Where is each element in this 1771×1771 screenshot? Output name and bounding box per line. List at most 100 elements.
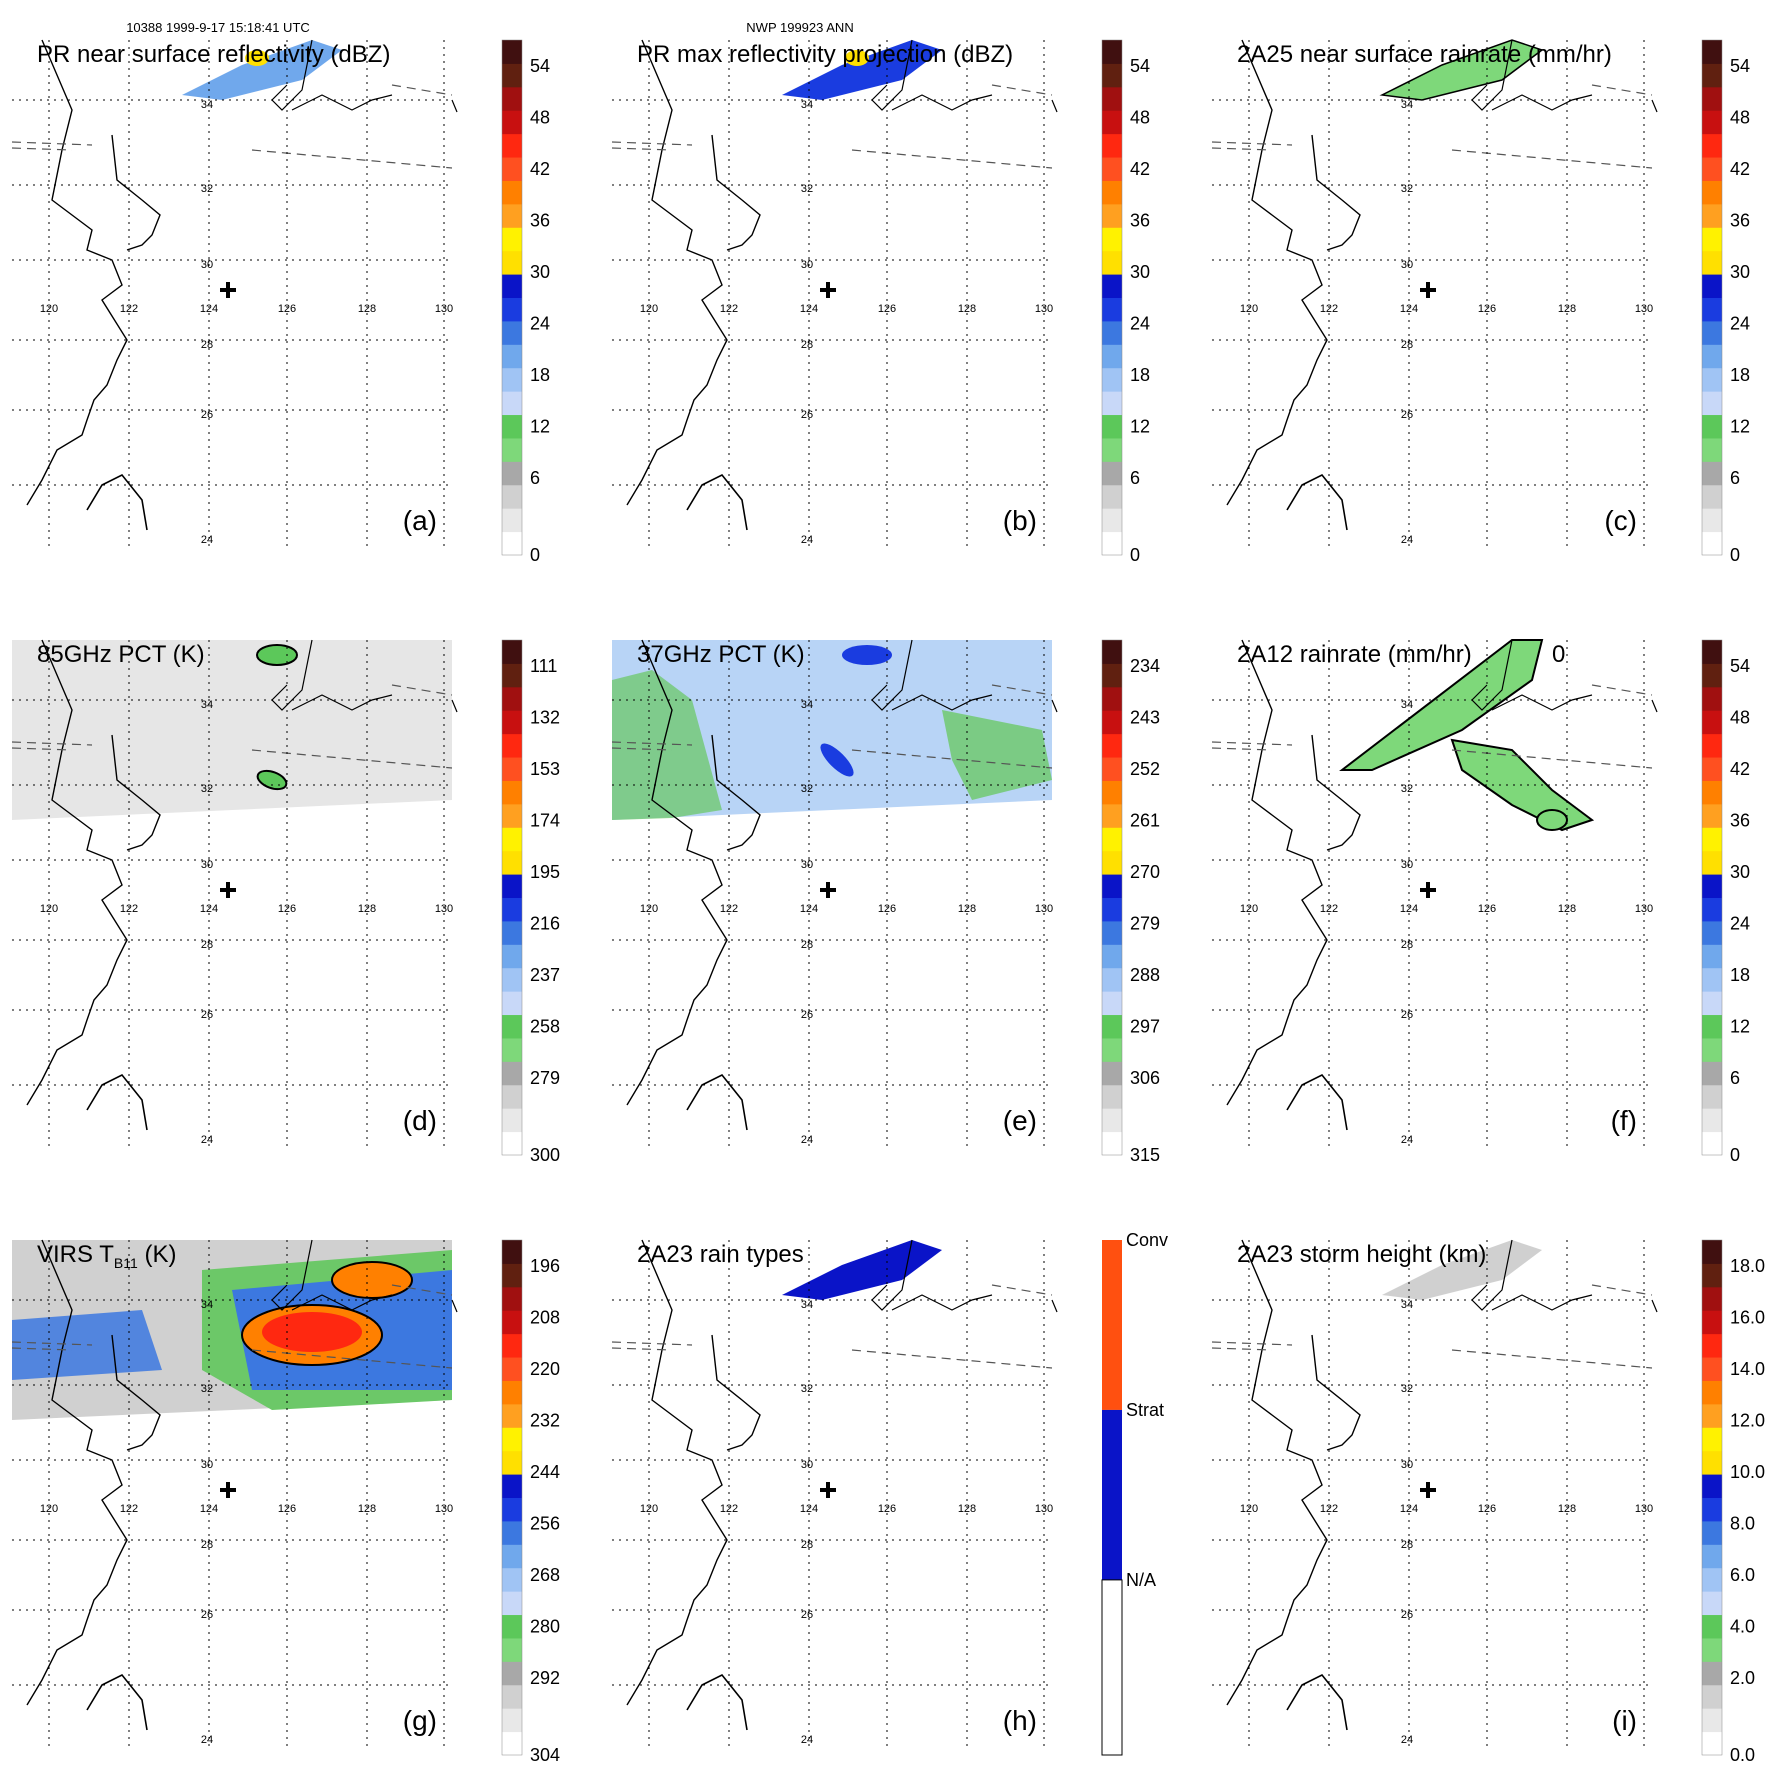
lat-label: 30 [201,259,213,271]
colorbar-tick: 36 [1730,810,1750,830]
lon-label: 126 [1478,1503,1496,1515]
colorbar-tick: 18.0 [1730,1256,1765,1276]
colorbar-tick: 30 [1730,862,1750,882]
colorbar: 54 48 42 36 30 24 18 12 6 0 [1701,639,1750,1165]
lon-label: 120 [640,1503,658,1515]
lon-label: 126 [278,1503,296,1515]
panel-label: (b) [1003,505,1037,536]
colorbar-tick: 208 [530,1307,560,1327]
panel-title: PR max reflectivity projection (dBZ) [637,41,1013,68]
panel-title: 2A25 near surface rainrate (mm/hr) [1237,41,1612,68]
lat-label: 28 [801,1539,813,1551]
panel-title: 2A23 storm height (km) [1237,1241,1486,1268]
lon-label: 128 [358,1503,376,1515]
colorbar-tick: 36 [1730,210,1750,230]
lon-label: 126 [878,303,896,315]
colorbar-tick: 268 [530,1565,560,1585]
colorbar-tick: 234 [1130,656,1160,676]
colorbar-tick: 280 [530,1616,560,1636]
colorbar-tick: 196 [530,1256,560,1276]
panel-label: (i) [1612,1705,1637,1736]
colorbar-tick: 174 [530,810,560,830]
lon-label: 126 [878,1503,896,1515]
lon-label: 126 [1478,903,1496,915]
panel-label: (a) [403,505,437,536]
colorbar-tick: 12 [1730,416,1750,436]
lon-label: 126 [278,303,296,315]
lon-label: 124 [800,903,818,915]
colorbar-tick: 132 [530,707,560,727]
lon-label: 120 [640,303,658,315]
lat-label: 26 [801,1609,813,1621]
lat-label: 26 [201,1009,213,1021]
colorbar-tick: 30 [530,262,550,282]
lon-label: 124 [800,303,818,315]
lat-label: 24 [1401,1734,1413,1746]
lat-label: 32 [801,1383,813,1395]
colorbar-tick: 0.0 [1730,1745,1755,1765]
panel-label: (g) [403,1705,437,1736]
lat-label: 34 [801,1299,813,1311]
colorbar-tick: 54 [1130,56,1150,76]
lon-label: 124 [1400,303,1418,315]
lon-label: 128 [958,903,976,915]
lat-label: 32 [1401,783,1413,795]
colorbar: 234 243 252 261 270 279 288 297 306 315 [1101,639,1160,1165]
colorbar-tick: 292 [530,1668,560,1688]
lat-label: 28 [801,939,813,951]
swath [612,640,1052,820]
colorbar-tick: 42 [1130,159,1150,179]
coastline [610,1238,1059,1732]
lon-label: 128 [958,303,976,315]
lat-label: 34 [801,699,813,711]
colorbar-tick: 14.0 [1730,1359,1765,1379]
lat-label: 26 [1401,409,1413,421]
colorbar-tick: 0 [1130,545,1140,565]
lon-label: 124 [1400,903,1418,915]
colorbar-tick: 256 [530,1513,560,1533]
lon-label: 120 [40,303,58,315]
lon-label: 122 [1320,903,1338,915]
lon-label: 130 [435,303,453,315]
lat-label: 34 [201,699,213,711]
lat-label: 30 [1401,259,1413,271]
colorbar-tick: 8.0 [1730,1513,1755,1533]
lon-label: 130 [1035,1503,1053,1515]
colorbar-tick: 0 [1730,545,1740,565]
colorbar-tick: 54 [530,56,550,76]
lon-label: 130 [1635,303,1653,315]
lat-label: 24 [1401,1134,1413,1146]
colorbar-tick: Conv [1126,1230,1168,1250]
lon-label: 122 [720,303,738,315]
colorbar-tick: 216 [530,913,560,933]
lon-label: 122 [720,903,738,915]
panel-h: 34 32 30 28 26 24 120 122 124 126 128 130 2A23 rain … [610,1230,1168,1756]
lat-label: 30 [801,859,813,871]
lat-label: 24 [801,1734,813,1746]
swath [12,640,452,820]
colorbar-tick: 220 [530,1359,560,1379]
colorbar-tick: 6 [1730,1068,1740,1088]
lat-label: 34 [1401,699,1413,711]
colorbar-tick: 270 [1130,862,1160,882]
lat-label: 28 [1401,939,1413,951]
coastline [1210,38,1659,532]
lat-label: 24 [201,1734,213,1746]
colorbar-tick: 237 [530,965,560,985]
lat-label: 34 [1401,1299,1413,1311]
panel-title: 85GHz PCT (K) [37,641,205,668]
coastline [610,38,1059,532]
lon-label: 120 [1240,903,1258,915]
panel-label: (e) [1003,1105,1037,1136]
lon-label: 120 [1240,303,1258,315]
colorbar-tick: 24 [1130,313,1150,333]
colorbar-tick: 12 [530,416,550,436]
colorbar-tick: 42 [1730,759,1750,779]
lon-label: 124 [800,1503,818,1515]
panel-title: 2A23 rain types [637,1241,804,1268]
colorbar-tick: 36 [530,210,550,230]
colorbar-tick: 42 [530,159,550,179]
colorbar-tick: 16.0 [1730,1307,1765,1327]
colorbar-tick: 48 [1130,107,1150,127]
colorbar: Conv Strat N/A [1101,1230,1168,1756]
